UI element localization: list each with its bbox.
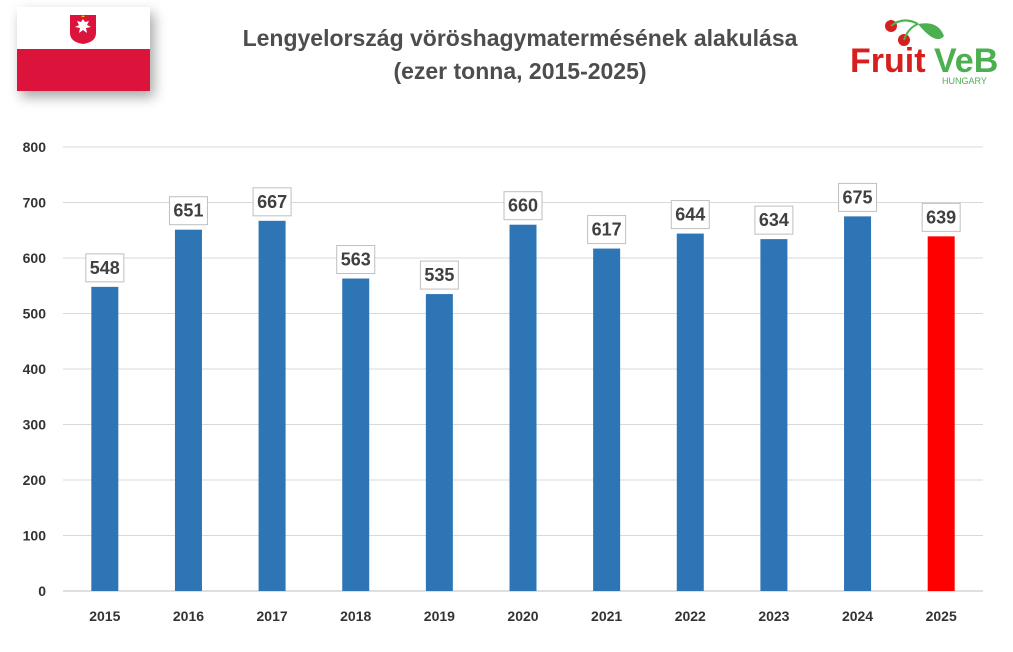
x-tick-label: 2024 [842,608,873,624]
bar-2023 [760,239,788,591]
bar-2020 [509,224,537,591]
x-tick-label: 2022 [675,608,706,624]
y-tick-label: 0 [38,583,46,599]
data-label-box [168,196,208,226]
bar-2015 [91,286,119,591]
data-label-box [921,202,961,232]
x-tick-label: 2021 [591,608,622,624]
y-tick-label: 800 [23,139,47,155]
chart-title-line-2: (ezer tonna, 2015-2025) [393,58,647,84]
logo-hungary-text: HUNGARY [942,76,987,86]
fruitveb-logo: Fruit VeB HUNGARY [850,19,998,86]
data-label: 535 [424,265,454,285]
data-label: 651 [173,201,203,221]
bar-2017 [258,220,286,591]
data-label: 644 [675,205,705,225]
data-label-box [419,260,459,290]
data-label: 660 [508,196,538,216]
chart-title: Lengyelország vöröshagymatermésének alak… [180,22,860,88]
bar-2025 [927,236,955,592]
data-label-box [670,200,710,230]
y-tick-label: 500 [23,306,47,322]
bar-2024 [844,216,872,591]
data-label-box [587,215,627,245]
y-tick-label: 600 [23,250,47,266]
x-tick-label: 2023 [758,608,789,624]
coat-of-arms-icon [70,15,96,44]
data-label: 563 [341,250,371,270]
data-label-box [336,245,376,275]
data-label: 675 [843,187,873,207]
poland-flag-icon [17,7,150,91]
data-label-box [85,253,125,283]
chart-title-line-1: Lengyelország vöröshagymatermésének alak… [242,25,798,51]
logo-veb-text: VeB [934,42,998,80]
data-label: 634 [759,210,789,230]
x-tick-label: 2017 [257,608,288,624]
x-tick-label: 2019 [424,608,455,624]
x-tick-label: 2018 [340,608,371,624]
bar-2021 [593,248,621,591]
data-label: 548 [90,258,120,278]
x-tick-label: 2015 [89,608,120,624]
y-tick-label: 400 [23,361,47,377]
x-tick-label: 2020 [507,608,538,624]
bar-2019 [425,294,453,591]
data-label-box [754,205,794,235]
y-tick-label: 300 [23,417,47,433]
y-tick-label: 200 [23,472,47,488]
logo-fruit-text: Fruit [850,42,926,80]
y-tick-label: 100 [23,528,47,544]
x-tick-label: 2025 [926,608,957,624]
data-label: 667 [257,192,287,212]
leaf-icon [918,23,944,40]
x-tick-label: 2016 [173,608,204,624]
flag-red-stripe [17,49,150,91]
data-label-box [838,182,878,212]
data-label-box [252,187,292,217]
bar-2016 [174,229,202,591]
data-label: 639 [926,207,956,227]
bar-2022 [676,233,704,591]
bar-2018 [342,278,370,591]
data-label: 617 [592,220,622,240]
data-label-box [503,191,543,221]
y-tick-label: 700 [23,195,47,211]
